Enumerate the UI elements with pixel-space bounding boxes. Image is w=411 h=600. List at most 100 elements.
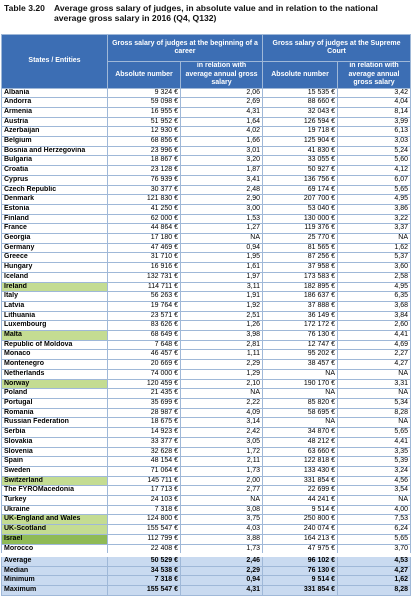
value-cell: 3,35: [337, 446, 411, 458]
value-cell: 16 955 €: [107, 106, 181, 118]
table-row: Luxembourg 83 626 €1,26 172 172 €2,60: [1, 320, 411, 332]
value-cell: 53 040 €: [262, 203, 339, 215]
table-row: Austria 51 952 €1,64 126 594 €3,99: [1, 116, 411, 128]
entity-cell: Czech Republic: [1, 184, 108, 196]
value-cell: 5,37: [337, 252, 411, 264]
entity-cell: Maximum: [1, 585, 108, 596]
table-row: The FYROMacedonia 17 713 €2,77 22 699 €3,5…: [1, 485, 411, 497]
table-row: Finland 62 000 €1,53 130 000 €3,22: [1, 213, 411, 225]
value-cell: 2,10: [179, 378, 264, 390]
value-cell: 4,31: [179, 106, 264, 118]
table-row: Serbia 14 923 €2,42 34 870 €5,65: [1, 427, 411, 438]
table-row: Iceland 132 731 €1,97 173 583 €2,58: [1, 271, 411, 283]
value-cell: 3,84: [337, 310, 411, 322]
value-cell: 33 377 €: [107, 436, 181, 448]
table-row: Italy 56 263 €1,91 186 637 €6,35: [1, 291, 411, 302]
value-cell: 68 649 €: [107, 330, 181, 341]
value-cell: 5,65: [337, 427, 411, 438]
value-cell: 182 895 €: [262, 281, 339, 293]
value-cell: 4,95: [337, 194, 411, 205]
table-row: Bulgaria 18 867 €3,20 33 055 €5,60: [1, 155, 411, 167]
table-row: Israel 112 799 €3,88 164 213 €5,65: [1, 533, 411, 545]
value-cell: 2,58: [337, 271, 411, 283]
value-cell: 2,60: [337, 320, 411, 332]
value-cell: 2,29: [179, 359, 264, 370]
value-cell: 4,00: [337, 504, 411, 516]
value-cell: 2,11: [179, 456, 264, 467]
value-cell: 5,60: [337, 155, 411, 167]
value-cell: 133 430 €: [262, 465, 339, 477]
value-cell: 2,77: [179, 485, 264, 497]
value-cell: 3,37: [337, 223, 411, 235]
table-row: UK-England and Wales 124 800 €3,75 250 800…: [1, 514, 411, 526]
value-cell: 21 435 €: [107, 388, 181, 399]
value-cell: 96 102 €: [262, 553, 339, 567]
value-cell: 1,29: [179, 368, 264, 380]
value-cell: 63 660 €: [262, 446, 339, 458]
value-cell: 9 514 €: [262, 504, 339, 516]
value-cell: 2,27: [337, 349, 411, 361]
table-row: Croatia 23 128 €1,87 50 927 €4,12: [1, 165, 411, 176]
value-cell: 4,31: [179, 585, 264, 596]
value-cell: 1,91: [179, 291, 264, 302]
table-row: Morocco 22 408 €1,73 47 975 €3,70: [1, 543, 411, 556]
value-cell: 3,20: [179, 155, 264, 167]
table-row: Median 34 538 €2,29 76 130 €4,27: [1, 565, 411, 577]
value-cell: 18 675 €: [107, 417, 181, 429]
value-cell: 240 074 €: [262, 524, 339, 535]
summary-body: Average 50 529 €2,46 96 102 €4,53 Median 34 …: [1, 553, 411, 596]
table-row: Monaco 46 457 €1,11 95 202 €2,27: [1, 349, 411, 361]
entity-cell: Romania: [1, 407, 108, 419]
table-row: Denmark 121 830 €2,90 207 700 €4,95: [1, 194, 411, 205]
value-cell: 4,12: [337, 165, 411, 176]
value-cell: 3,11: [179, 281, 264, 293]
entity-header: States / Entities: [1, 34, 108, 89]
table-row: Lithuania 23 571 €2,51 36 149 €3,84: [1, 310, 411, 322]
value-cell: 30 377 €: [107, 184, 181, 196]
entity-cell: Israel: [1, 533, 108, 545]
table-row: Germany 47 469 €0,94 81 565 €1,62: [1, 242, 411, 254]
value-cell: 2,48: [179, 184, 264, 196]
value-cell: 83 626 €: [107, 320, 181, 332]
value-cell: 47 469 €: [107, 242, 181, 254]
value-cell: 3,99: [337, 116, 411, 128]
value-cell: 119 376 €: [262, 223, 339, 235]
value-cell: 136 756 €: [262, 174, 339, 186]
table-row: Switzerland 145 711 €2,00 331 854 €4,56: [1, 475, 411, 487]
value-cell: 2,22: [179, 398, 264, 409]
value-cell: 155 547 €: [107, 524, 181, 535]
value-cell: NA: [262, 368, 339, 380]
value-cell: 68 856 €: [107, 136, 181, 147]
value-cell: 124 800 €: [107, 514, 181, 526]
entity-cell: Armenia: [1, 106, 108, 118]
table-row: Maximum 155 547 €4,31 331 854 €8,28: [1, 585, 411, 596]
value-cell: 3,00: [179, 203, 264, 215]
table-row: Slovenia 32 628 €1,72 63 660 €3,35: [1, 446, 411, 458]
value-cell: 0,94: [179, 242, 264, 254]
value-cell: NA: [337, 368, 411, 380]
value-cell: 3,14: [179, 417, 264, 429]
value-cell: 4,03: [179, 524, 264, 535]
value-cell: 3,03: [337, 136, 411, 147]
value-cell: 2,90: [179, 194, 264, 205]
table-row: Malta 68 649 €3,98 76 130 €4,41: [1, 330, 411, 341]
entity-cell: Monaco: [1, 349, 108, 361]
value-cell: 23 996 €: [107, 145, 181, 157]
entity-cell: Ireland: [1, 281, 108, 293]
value-cell: 20 669 €: [107, 359, 181, 370]
table-row: UK-Scotland 155 547 €4,03 240 074 €6,24: [1, 524, 411, 535]
table-row: Average 50 529 €2,46 96 102 €4,53: [1, 553, 411, 567]
entity-cell: Azerbaijan: [1, 126, 108, 138]
value-cell: 145 711 €: [107, 475, 181, 487]
value-cell: 23 128 €: [107, 165, 181, 176]
table-row: Bosnia and Herzegovina 23 996 €3,01 41 830…: [1, 145, 411, 157]
table-row: Slovakia 33 377 €3,05 48 212 €4,41: [1, 436, 411, 448]
table-row: Norway 120 459 €2,10 190 170 €3,31: [1, 378, 411, 390]
value-cell: 6,24: [337, 524, 411, 535]
table-title: Table 3.20 Average gross salary of judge…: [4, 3, 407, 23]
value-cell: 37 888 €: [262, 300, 339, 312]
table-row: Azerbaijan 12 930 €4,02 19 718 €6,13: [1, 126, 411, 138]
value-cell: 23 571 €: [107, 310, 181, 322]
value-cell: NA: [337, 495, 411, 506]
value-cell: 85 820 €: [262, 398, 339, 409]
